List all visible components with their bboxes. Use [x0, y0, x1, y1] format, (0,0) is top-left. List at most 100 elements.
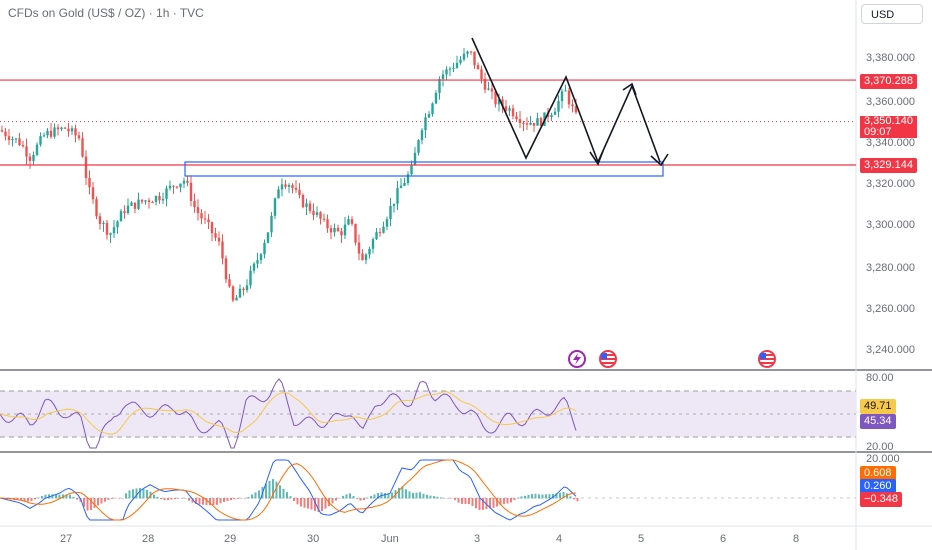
macd-histogram-bar: [499, 498, 502, 506]
candle-body: [480, 69, 483, 80]
macd-histogram-bar: [345, 494, 348, 499]
macd-histogram-bar: [72, 497, 75, 499]
symbol-title[interactable]: CFDs on Gold (US$ / OZ) · 1h · TVC: [8, 6, 204, 20]
candle-body: [312, 210, 315, 216]
macd-histogram-bar: [352, 495, 355, 499]
time-label: 3: [474, 533, 481, 545]
candle-body: [245, 285, 249, 291]
candle-body: [560, 91, 564, 102]
macd-histogram-bar: [482, 498, 484, 510]
candle-body: [35, 144, 39, 155]
candle-body: [515, 116, 518, 120]
currency-button[interactable]: USD: [861, 4, 923, 24]
candle-body: [168, 185, 172, 189]
bar-countdown: 09:07: [864, 126, 892, 138]
candle-body: [56, 127, 60, 130]
macd-histogram-bar: [415, 492, 418, 499]
macd-histogram-bar: [76, 498, 78, 500]
macd-histogram-bar: [111, 498, 113, 499]
macd-histogram-bar: [324, 498, 327, 509]
candle-body: [305, 203, 308, 208]
candle-body: [441, 74, 445, 79]
macd-histogram-bar: [100, 498, 103, 504]
last-price: 3,350.140: [864, 115, 913, 127]
candle-body: [445, 69, 448, 75]
macd-histogram-bar: [258, 490, 260, 499]
macd-histogram-bar: [198, 498, 201, 505]
macd-histogram-bar: [569, 496, 572, 499]
macd-histogram-bar: [429, 495, 432, 499]
macd-histogram-bar: [254, 492, 257, 499]
macd-histogram-bar: [559, 492, 561, 499]
candle-body: [564, 90, 567, 92]
candle-body: [539, 118, 543, 126]
macd-histogram-bar: [331, 498, 334, 504]
macd-histogram-bar: [552, 493, 554, 499]
candle-body: [487, 88, 490, 90]
macd-histogram-bar: [461, 498, 463, 504]
candle-body: [60, 127, 63, 130]
signal-value: 0.608: [860, 466, 896, 481]
macd-histogram-bar: [142, 488, 145, 499]
macd-histogram-bar: [342, 495, 344, 499]
candle-body: [427, 113, 431, 118]
macd-histogram-bar: [450, 498, 453, 499]
candle-body: [221, 241, 224, 259]
macd-histogram-bar: [576, 498, 579, 502]
candle-body: [95, 199, 98, 217]
candle-body: [126, 205, 130, 214]
candle-body: [319, 212, 322, 219]
macd-histogram-bar: [289, 496, 292, 499]
macd-histogram-bar: [191, 498, 194, 503]
candle-body: [74, 128, 77, 136]
level-tag-bottom: 3,329.144: [860, 158, 917, 173]
candle-body: [144, 200, 147, 202]
macd-histogram-bar: [279, 485, 281, 499]
macd-histogram-bar: [447, 498, 449, 499]
time-label: 8: [793, 533, 800, 545]
us-flag-icon[interactable]: [758, 350, 776, 368]
macd-histogram-bar: [524, 495, 526, 499]
candle-body: [133, 202, 137, 209]
candle-body: [399, 185, 403, 189]
macd-histogram-bar: [349, 493, 351, 499]
macd-histogram-bar: [184, 498, 187, 499]
candle-body: [88, 177, 91, 188]
candle-body: [557, 101, 560, 112]
macd-histogram-bar: [314, 498, 316, 511]
projection-arrow: [597, 83, 661, 163]
candle-body: [452, 67, 455, 69]
candle-body: [49, 130, 53, 137]
us-flag-icon[interactable]: [599, 350, 617, 368]
macd-histogram-bar: [160, 498, 162, 500]
candle-body: [277, 189, 280, 199]
rsi-tick: 20.00: [866, 441, 894, 453]
macd-histogram-bar: [433, 496, 435, 499]
candle-body: [210, 222, 214, 234]
rsi-line: [0, 378, 577, 449]
macd-histogram-bar: [23, 498, 26, 502]
macd-histogram-bar: [541, 494, 544, 499]
candle-body: [21, 144, 25, 147]
lightning-icon[interactable]: [568, 350, 586, 368]
time-label: 5: [638, 533, 645, 545]
candle-body: [417, 140, 420, 153]
macd-histogram-bar: [548, 494, 551, 499]
macd-histogram-bar: [408, 491, 411, 499]
candle-body: [392, 203, 396, 206]
macd-histogram-bar: [440, 497, 442, 499]
candle-body: [154, 196, 158, 203]
macd-histogram-bar: [27, 498, 29, 502]
price-tick: 3,280.000: [866, 262, 915, 274]
macd-histogram-bar: [384, 493, 386, 499]
macd-histogram-bar: [16, 498, 19, 501]
candle-body: [105, 222, 109, 235]
pattern-line: [471, 37, 599, 163]
macd-histogram-bar: [478, 498, 481, 511]
macd-histogram-bar: [170, 498, 173, 500]
candle-body: [389, 205, 392, 220]
macd-histogram-bar: [335, 498, 337, 501]
macd-histogram-bar: [135, 488, 138, 499]
candle-body: [214, 233, 217, 238]
